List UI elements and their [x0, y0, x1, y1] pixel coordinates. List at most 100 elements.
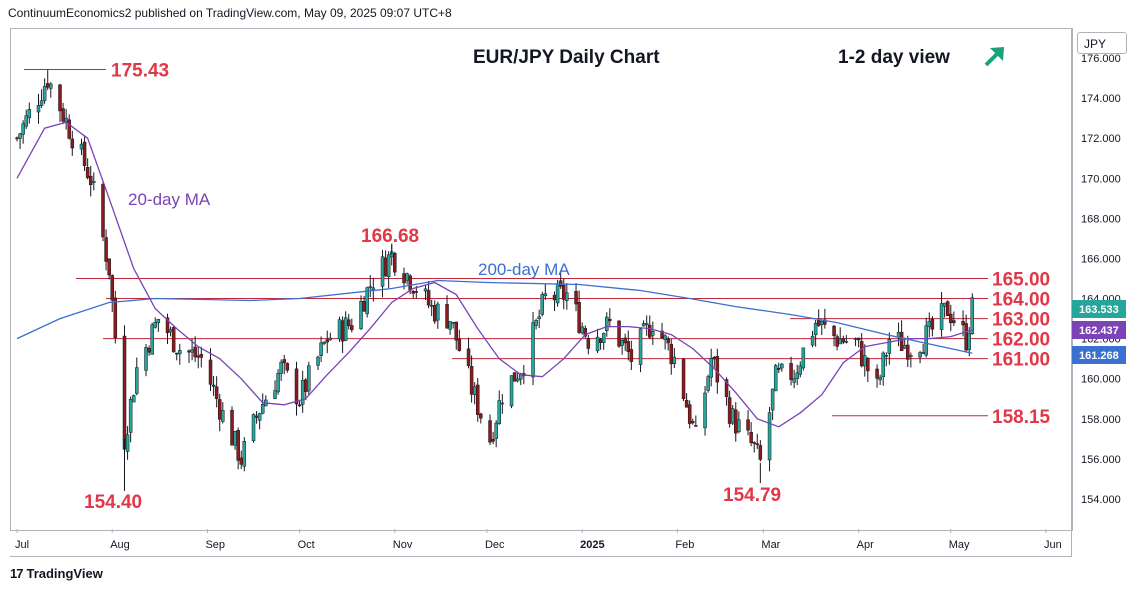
candle-body — [451, 322, 455, 324]
candle-body — [193, 346, 197, 358]
candle-body — [758, 445, 763, 460]
candle-body — [540, 294, 545, 315]
moving-averages — [16, 121, 973, 428]
candle-body — [239, 457, 243, 465]
price-axis-separator — [1071, 28, 1072, 556]
candle-body — [21, 123, 25, 135]
candle-body — [230, 409, 234, 446]
ma200-line — [16, 279, 973, 354]
candle-body — [260, 404, 265, 414]
candle-body — [436, 303, 440, 321]
candle-body — [927, 320, 932, 327]
x-tick-label: Oct — [298, 539, 315, 551]
candle-body — [737, 419, 741, 432]
candle-body — [125, 434, 130, 452]
candle-body — [61, 108, 65, 122]
axis-ticks: 176.000 174.000 172.000 170.000 168.000 166.0… — [15, 53, 1126, 551]
candle-body — [469, 366, 474, 395]
candle-body — [411, 291, 415, 294]
candle-body — [644, 323, 649, 326]
candle-body — [414, 291, 419, 293]
candle-body — [832, 325, 836, 336]
candle-body — [534, 320, 538, 326]
candle-body — [113, 297, 118, 339]
level-label: 158.15 — [992, 407, 1051, 428]
candle-body — [617, 320, 621, 347]
candle-body — [150, 324, 154, 355]
candle-body — [221, 410, 225, 422]
candle-body — [257, 413, 262, 421]
candle-body — [866, 358, 870, 372]
view-label: 1-2 day view — [838, 47, 950, 68]
candle-body — [273, 390, 277, 399]
candle-body — [687, 404, 692, 424]
candle-body — [608, 318, 612, 322]
price-tag — [1072, 321, 1126, 339]
candle-body — [307, 365, 311, 392]
candle-body — [620, 339, 624, 346]
candle-body — [42, 86, 47, 101]
x-tick-label: Apr — [857, 539, 874, 551]
candle-body — [684, 399, 689, 408]
candle-body — [694, 425, 698, 427]
candle-body — [875, 368, 879, 379]
candle-body — [294, 368, 299, 405]
y-tick-label: 172.000 — [1081, 133, 1121, 145]
candle-body — [859, 341, 864, 367]
candle-body — [448, 321, 452, 330]
candle-body — [555, 283, 560, 304]
candle-body — [300, 380, 305, 405]
candle-body — [691, 421, 695, 424]
candle-body — [863, 355, 867, 367]
candle-body — [168, 329, 173, 333]
candle-body — [841, 338, 846, 343]
candle-body — [199, 354, 204, 358]
level-lines — [24, 68, 988, 417]
candle-body — [64, 117, 68, 123]
candle-body — [531, 322, 535, 378]
candle-body — [165, 317, 170, 334]
tradingview-logo[interactable]: 17 TradingView — [10, 566, 103, 581]
candle-body — [565, 292, 569, 301]
candle-body — [949, 313, 953, 324]
candle-body — [709, 358, 713, 378]
candle-body — [67, 119, 71, 139]
candle-body — [359, 301, 363, 330]
currency-selector[interactable]: JPY — [1077, 32, 1127, 54]
candle-body — [466, 348, 471, 366]
candle-body — [276, 373, 280, 393]
candle-body — [432, 305, 437, 322]
candle-body — [368, 286, 372, 288]
candle-body — [703, 392, 707, 429]
candle-body — [669, 343, 674, 365]
candle-body — [801, 347, 806, 369]
publisher-note: ContinuumEconomics2 published on Trading… — [8, 6, 452, 20]
candle-body — [512, 372, 517, 382]
candle-body — [131, 395, 136, 403]
candle-body — [629, 349, 634, 362]
candle-body — [429, 305, 434, 307]
candle-body — [515, 378, 520, 382]
candle-body — [128, 399, 133, 433]
tradingview-mark-icon: 17 — [10, 566, 24, 581]
candle-body — [45, 83, 50, 88]
candle-body — [147, 347, 151, 353]
candle-body — [217, 399, 222, 420]
candle-body — [734, 409, 738, 434]
candle-body — [285, 363, 290, 371]
candle-body — [107, 258, 111, 276]
price-tag-label: 162.437 — [1079, 325, 1119, 337]
candle-body — [423, 288, 428, 292]
candle-body — [906, 344, 910, 360]
candle-body — [153, 322, 157, 328]
candle-body — [562, 284, 566, 300]
candle-body — [365, 287, 369, 315]
arrow-up-right-icon — [984, 47, 1004, 67]
y-tick-label: 168.000 — [1081, 213, 1121, 225]
plot-area[interactable] — [10, 28, 1073, 531]
candle-body — [945, 301, 950, 316]
candle-body — [780, 363, 784, 369]
candle-body — [813, 323, 818, 336]
candle-body — [70, 138, 75, 149]
